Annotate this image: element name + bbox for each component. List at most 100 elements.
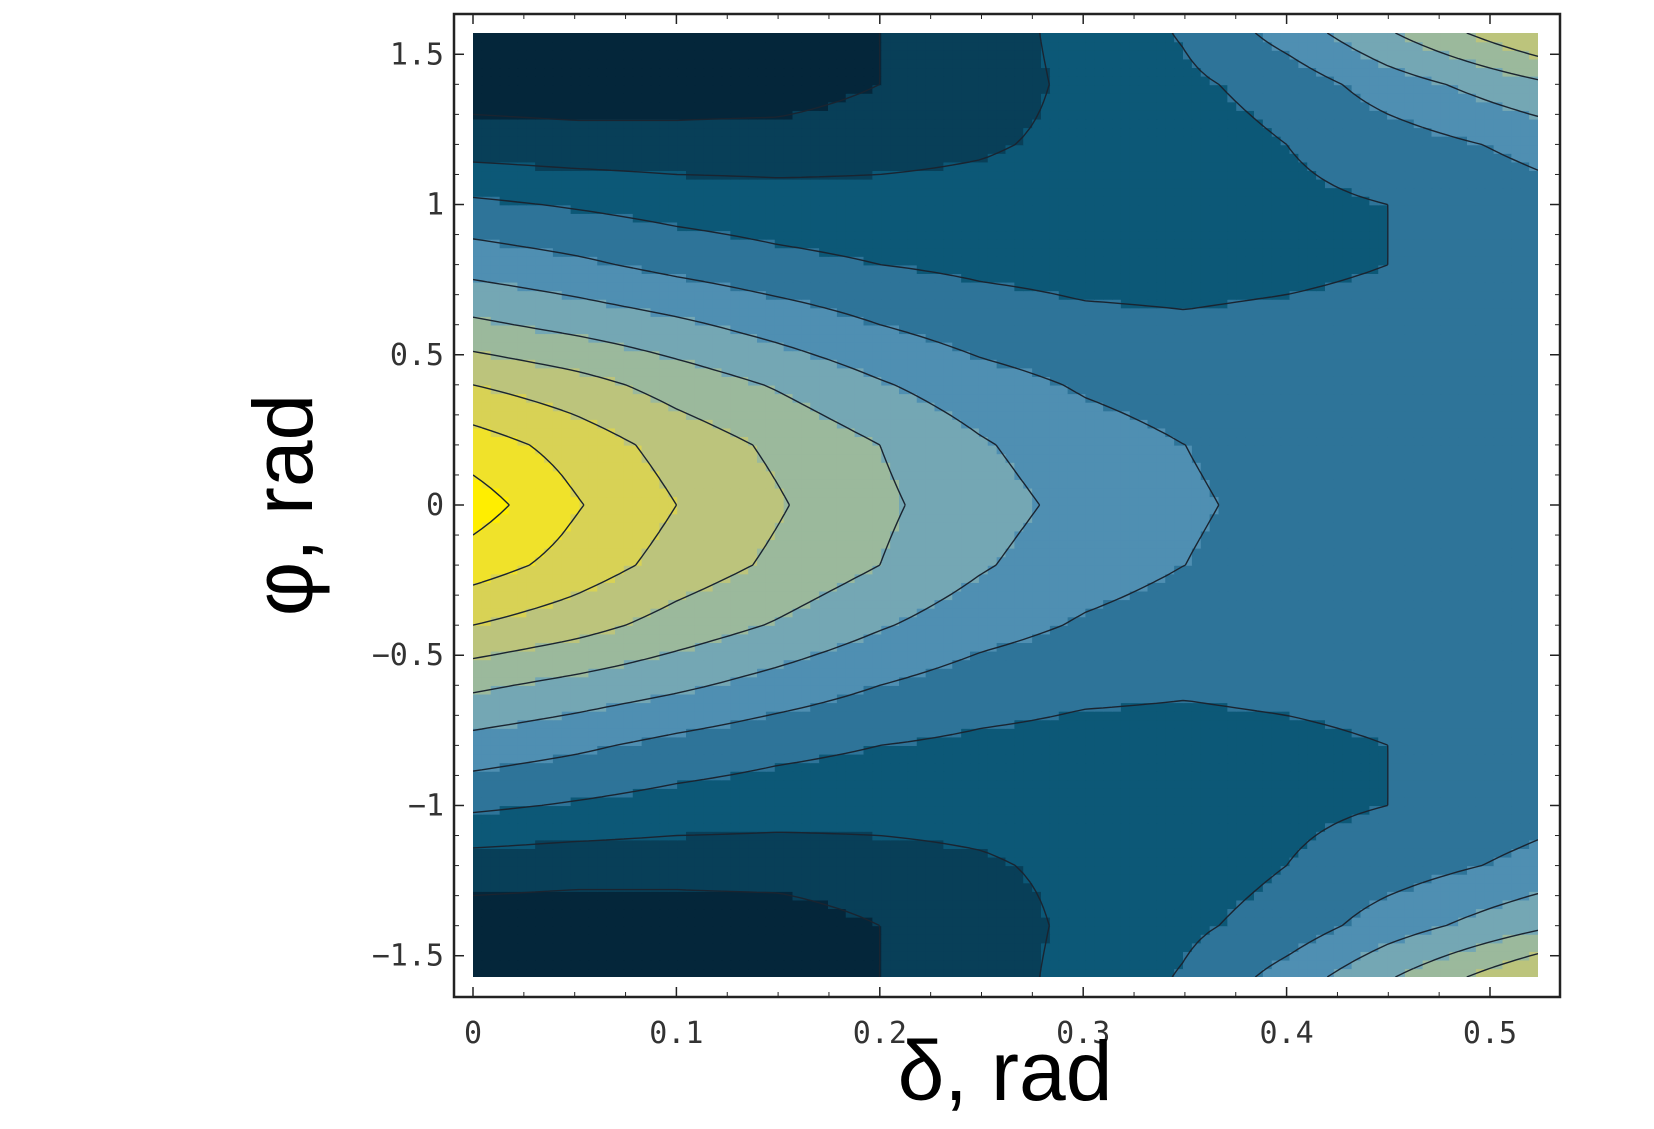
contour-cell xyxy=(544,659,554,669)
contour-cell xyxy=(943,771,953,781)
contour-cell xyxy=(1325,831,1335,841)
contour-cell xyxy=(1236,822,1246,832)
contour-cell xyxy=(943,865,953,875)
contour-cell xyxy=(623,882,634,892)
contour-cell xyxy=(579,659,590,669)
contour-cell xyxy=(1209,856,1220,867)
contour-cell xyxy=(641,925,652,935)
contour-cell xyxy=(730,710,740,721)
contour-cell xyxy=(836,959,847,970)
contour-cell xyxy=(1431,710,1442,721)
contour-cell xyxy=(677,839,687,849)
contour-cell xyxy=(748,882,758,892)
contour-cell xyxy=(1218,779,1229,789)
contour-cell xyxy=(1112,951,1122,961)
contour-cell xyxy=(1049,874,1060,884)
contour-cell xyxy=(1209,916,1220,927)
contour-cell xyxy=(1262,719,1273,729)
contour-cell xyxy=(659,642,669,652)
contour-cell xyxy=(1245,968,1255,977)
contour-cell xyxy=(615,942,625,952)
contour-cell xyxy=(686,925,696,935)
contour-cell xyxy=(1129,779,1140,789)
contour-cell xyxy=(686,736,696,746)
contour-cell xyxy=(1298,874,1308,884)
contour-cell xyxy=(961,891,971,901)
contour-cell xyxy=(1351,685,1362,695)
contour-cell xyxy=(774,882,785,892)
contour-cell xyxy=(1191,848,1202,858)
contour-cell xyxy=(623,822,634,832)
contour-cell xyxy=(703,934,714,944)
contour-cell xyxy=(863,874,874,884)
contour-cell xyxy=(1014,788,1024,798)
contour-cell xyxy=(1529,951,1538,961)
contour-cell xyxy=(1369,805,1379,815)
contour-cell xyxy=(1058,719,1069,729)
contour-cell xyxy=(783,942,794,952)
contour-cell xyxy=(694,942,705,952)
contour-cell xyxy=(1120,934,1131,944)
contour-cell xyxy=(1440,676,1450,686)
contour-cell xyxy=(1484,668,1495,678)
contour-cell xyxy=(1529,822,1538,832)
contour-cell xyxy=(1262,899,1273,910)
contour-cell xyxy=(1387,916,1397,927)
contour-cell xyxy=(1183,633,1193,644)
contour-cell xyxy=(499,925,510,935)
contour-cell xyxy=(730,719,740,729)
contour-cell xyxy=(890,659,900,669)
contour-cell xyxy=(1183,659,1193,669)
contour-cell xyxy=(703,625,714,635)
contour-cell xyxy=(1351,702,1362,712)
contour-cell xyxy=(1360,925,1371,935)
contour-cell xyxy=(677,916,687,927)
contour-cell xyxy=(588,951,598,961)
contour-cell xyxy=(987,925,998,935)
contour-cell xyxy=(615,891,625,901)
contour-cell xyxy=(481,856,492,867)
contour-cell xyxy=(517,616,527,626)
contour-cell xyxy=(872,779,882,789)
contour-cell xyxy=(854,650,865,661)
contour-cell xyxy=(890,796,900,807)
contour-cell xyxy=(570,625,581,635)
contour-cell xyxy=(1475,633,1486,644)
contour-cell xyxy=(1431,796,1442,807)
contour-cell xyxy=(1378,796,1388,807)
contour-cell xyxy=(987,625,998,635)
contour-cell xyxy=(1333,693,1344,704)
contour-cell xyxy=(1511,676,1521,686)
contour-cell xyxy=(703,925,714,935)
contour-cell xyxy=(1333,788,1344,798)
contour-cell xyxy=(836,693,847,704)
contour-cell xyxy=(508,676,519,686)
contour-cell xyxy=(552,951,563,961)
contour-cell xyxy=(712,710,723,721)
contour-cell xyxy=(1404,719,1415,729)
contour-cell xyxy=(1271,822,1282,832)
contour-cell xyxy=(1183,831,1193,841)
contour-cell xyxy=(1254,745,1264,755)
contour-cell xyxy=(1103,848,1113,858)
contour-cell xyxy=(588,625,598,635)
contour-cell xyxy=(632,650,643,661)
contour-cell xyxy=(757,813,767,824)
contour-cell xyxy=(916,899,927,910)
contour-cell xyxy=(863,710,874,721)
contour-cell xyxy=(1325,642,1335,652)
contour-cell xyxy=(1360,753,1371,764)
contour-cell xyxy=(623,908,634,918)
contour-cell xyxy=(765,625,776,635)
contour-cell xyxy=(863,882,874,892)
contour-cell xyxy=(544,805,554,815)
contour-cell xyxy=(1245,813,1255,824)
contour-cell xyxy=(1156,874,1166,884)
contour-cell xyxy=(1236,728,1246,738)
contour-cell xyxy=(641,728,652,738)
contour-cell xyxy=(1085,719,1095,729)
contour-cell xyxy=(863,753,874,764)
contour-cell xyxy=(934,925,945,935)
contour-cell xyxy=(854,625,865,635)
contour-cell xyxy=(1191,942,1202,952)
